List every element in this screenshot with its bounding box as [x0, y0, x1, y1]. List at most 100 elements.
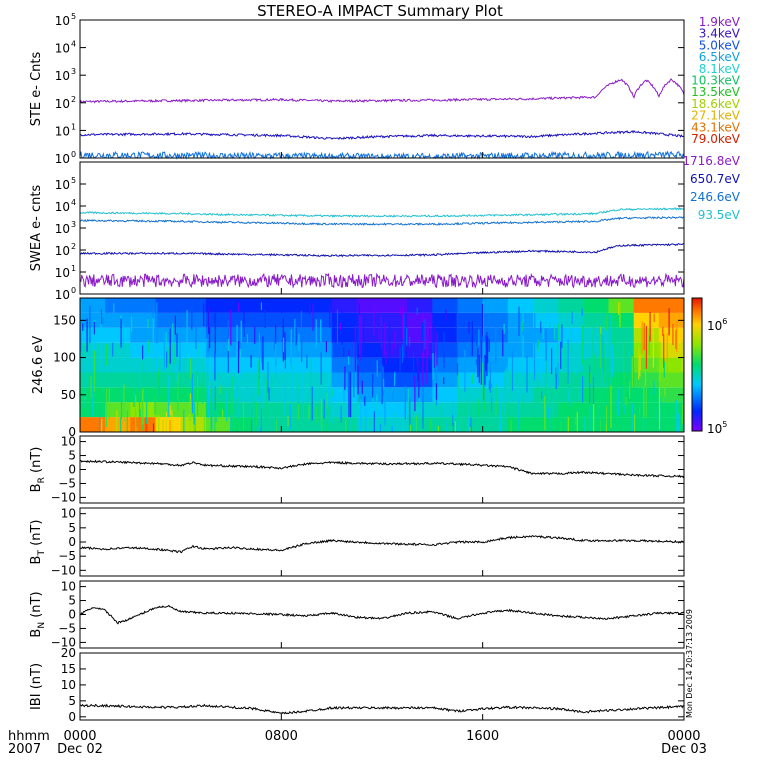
heatmap-cell	[356, 372, 383, 388]
heatmap-cell	[281, 372, 307, 388]
heatmap-cell	[407, 402, 433, 418]
heatmap-cell	[558, 357, 584, 373]
colorbar: 106 105	[691, 297, 727, 436]
heatmap-cell	[583, 298, 609, 313]
plot-title: STEREO-A IMPACT Summary Plot	[257, 2, 503, 20]
heatmap-cell	[130, 298, 156, 313]
swea-ytick-label: 10	[55, 222, 70, 236]
heatmap-cell	[80, 372, 106, 388]
heatmap-cell	[382, 402, 408, 418]
ste-ytick-label: 10	[55, 42, 70, 56]
swea-legend-entry: 246.6eV	[690, 190, 741, 204]
bn-ytick-label: 10	[61, 580, 76, 594]
heatmap-cell	[457, 312, 484, 328]
heatmap-cell	[407, 417, 433, 432]
heatmap-cell	[407, 372, 433, 388]
heatmap-cell	[382, 387, 408, 403]
br-ytick-label: −5	[58, 476, 76, 490]
heatmap-cell	[457, 387, 484, 403]
heatmap-cell	[180, 342, 207, 358]
heatmap-cell	[105, 298, 131, 313]
heatmap-cell	[633, 298, 660, 313]
heatmap-cell	[231, 298, 257, 313]
bmag-frame	[79, 652, 685, 721]
heatmap-cell	[306, 312, 333, 328]
pad-ylabel: 246.6 eV	[31, 336, 46, 394]
heatmap-cell	[256, 342, 282, 358]
heatmap-cell	[382, 312, 408, 328]
heatmap-cell	[205, 402, 232, 418]
br-frame	[79, 435, 685, 504]
heatmap-cell	[256, 372, 282, 388]
br-ytick-label: −10	[51, 490, 76, 504]
generation-stamp: Mon Dec 14 20:37:13 2009	[685, 609, 694, 718]
heatmap-cell	[407, 298, 433, 313]
heatmap-cell	[205, 298, 232, 313]
heatmap-cell	[105, 372, 131, 388]
bmag-ytick-label: 5	[68, 694, 76, 708]
heatmap-cell	[256, 402, 282, 418]
heatmap-cell	[80, 342, 106, 358]
heatmap-cell	[608, 372, 635, 388]
heatmap-cell	[658, 402, 685, 418]
time-tick-date: Dec 02	[57, 742, 103, 757]
heatmap-cell	[155, 327, 182, 343]
heatmap-cell	[180, 372, 207, 388]
heatmap-cell	[180, 357, 207, 373]
heatmap-cell	[356, 298, 383, 313]
ste-ytick-label: 10	[55, 152, 70, 166]
bmag-ytick-label: 15	[61, 662, 76, 676]
swea-series-0	[79, 206, 685, 218]
bmag-panel: 0 5 10 15 20 IBI (nT)	[29, 646, 685, 724]
heatmap-cell	[105, 342, 131, 358]
heatmap-cell	[507, 342, 534, 358]
heatmap-cell	[105, 327, 131, 343]
heatmap-cell	[507, 402, 534, 418]
bt-frame	[79, 507, 685, 577]
bn-ytick-label: 0	[68, 608, 76, 622]
heatmap-cell	[180, 312, 207, 328]
bmag-ytick-label: 10	[61, 678, 76, 692]
heatmap-cell	[507, 298, 534, 313]
heatmap-cell	[432, 387, 458, 403]
time-tick-label: 0000	[63, 729, 96, 744]
heatmap-cell	[205, 357, 232, 373]
ste-ylabel: STE e- Cnts	[29, 51, 44, 126]
swea-ytick-label: 10	[55, 200, 70, 214]
ste-ytick-exponent: 5	[71, 12, 76, 21]
bn-series-0	[79, 604, 685, 625]
heatmap-cell	[256, 312, 282, 328]
heatmap-cell	[256, 298, 282, 313]
bt-ytick-label: −5	[58, 549, 76, 563]
heatmap-cell	[382, 298, 408, 313]
heatmap-cell	[231, 372, 257, 388]
br-ytick-label: 10	[61, 435, 76, 449]
ste-ytick-label: 10	[55, 14, 70, 28]
swea-legend-entry: 650.7eV	[690, 172, 741, 186]
bn-ylabel: BN (nT)	[29, 591, 47, 637]
heatmap-cell	[281, 327, 307, 343]
time-axis-corner-bottom: 2007	[8, 742, 41, 757]
heatmap-cell	[231, 387, 257, 403]
heatmap-cell	[306, 298, 333, 313]
heatmap-cell	[457, 372, 484, 388]
ste-series-1	[79, 129, 685, 140]
heatmap-cell	[533, 417, 559, 432]
heatmap-cell	[281, 357, 307, 373]
heatmap-cell	[482, 357, 509, 373]
bt-ylabel: BT (nT)	[29, 520, 47, 565]
swea-ytick-exponent: 0	[71, 286, 76, 295]
heatmap-cell	[482, 298, 509, 313]
heatmap-cell	[608, 387, 635, 403]
heatmap-cell	[331, 402, 358, 418]
heatmap-cell	[205, 312, 232, 328]
heatmap-cell	[331, 342, 358, 358]
swea-ytick-exponent: 3	[71, 220, 76, 229]
colorbar-bottom-label: 105	[707, 420, 727, 436]
heatmap-cell	[205, 342, 232, 358]
ste-legend-entry: 43.1keV	[691, 120, 741, 134]
